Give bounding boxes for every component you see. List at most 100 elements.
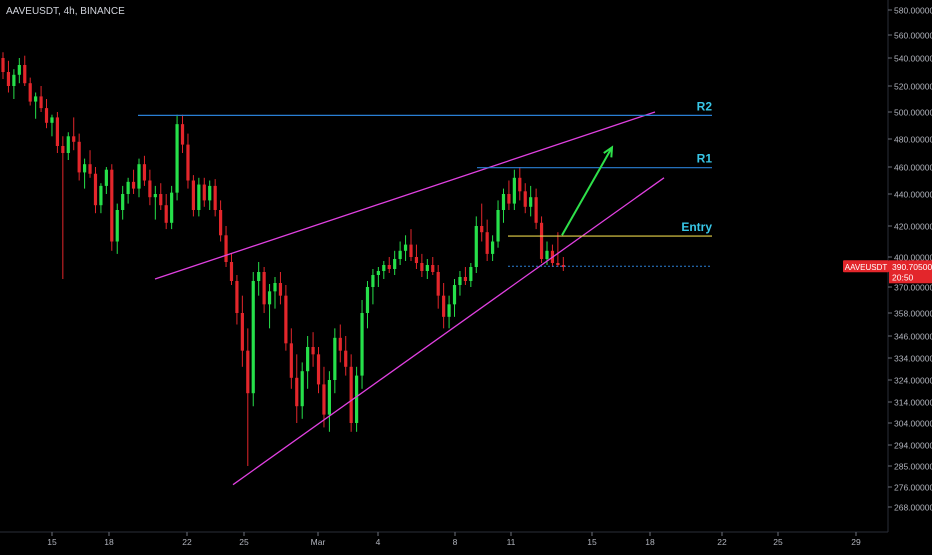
candle-body xyxy=(180,124,185,145)
candle-body xyxy=(110,169,114,242)
candle-body xyxy=(202,184,206,201)
candle-body xyxy=(186,144,190,181)
candle-body xyxy=(556,263,560,265)
candle-body xyxy=(523,191,527,207)
candle-body xyxy=(39,96,43,109)
y-tick-label: 460.00000 xyxy=(894,163,932,173)
candle-body xyxy=(12,74,16,86)
candle-body xyxy=(164,205,168,223)
candle-body xyxy=(72,136,76,142)
candle-body xyxy=(1,58,5,72)
candle-body xyxy=(414,257,419,263)
x-tick-label: Mar xyxy=(311,537,326,547)
candle-body xyxy=(99,185,103,206)
candle-body xyxy=(142,164,147,181)
y-tick-label: 440.00000 xyxy=(894,190,932,200)
y-tick-label: 285.00000 xyxy=(894,462,932,472)
y-tick-label: 580.00000 xyxy=(894,6,932,16)
y-tick-label: 314.00000 xyxy=(894,398,932,408)
candle-body xyxy=(534,197,538,223)
symbol-title: AAVEUSDT, 4h, BINANCE xyxy=(6,6,125,17)
candle-body xyxy=(213,185,217,210)
y-tick-label: 358.00000 xyxy=(894,309,932,319)
candle-body xyxy=(104,169,108,186)
candle-body xyxy=(77,141,81,173)
candle-body xyxy=(197,184,201,210)
candle-body xyxy=(273,283,277,292)
candle-body xyxy=(371,275,375,287)
projection-arrow-shaft xyxy=(561,146,613,236)
candle-body xyxy=(387,265,391,269)
candle-body xyxy=(436,272,440,296)
candle-body xyxy=(44,108,49,123)
candle-body xyxy=(458,277,462,285)
candle-body xyxy=(148,180,152,198)
candle-body xyxy=(382,265,386,271)
x-tick-label: 22 xyxy=(717,537,727,547)
candle-body xyxy=(224,235,228,262)
y-tick-label: 560.00000 xyxy=(894,31,932,41)
candle-body xyxy=(349,366,353,423)
candle-body xyxy=(360,313,364,376)
x-tick-label: 15 xyxy=(47,537,57,547)
x-tick-label: 15 xyxy=(587,537,597,547)
y-tick-label: 400.00000 xyxy=(894,253,932,263)
y-tick-label: 334.00000 xyxy=(894,354,932,364)
candle-body xyxy=(442,295,446,317)
candle-body xyxy=(322,384,326,415)
candle-body xyxy=(88,164,92,174)
x-tick-label: 8 xyxy=(453,537,458,547)
candle-body xyxy=(338,337,342,351)
candle-body xyxy=(115,210,119,242)
candle-body xyxy=(300,371,304,407)
candle-body xyxy=(355,375,359,423)
candle-body xyxy=(518,177,522,192)
candle-body xyxy=(153,194,157,198)
candle-body xyxy=(539,222,544,259)
candle-body xyxy=(529,197,533,207)
candle-body xyxy=(34,96,38,102)
candle-body xyxy=(431,265,435,272)
candle-body xyxy=(159,194,163,206)
candle-body xyxy=(316,354,321,385)
candle-body xyxy=(208,185,212,201)
y-tick-label: 370.00000 xyxy=(894,283,932,293)
candle-body xyxy=(327,380,331,415)
candle-body xyxy=(344,350,348,367)
candle-body xyxy=(251,281,255,394)
candle-body xyxy=(496,210,500,242)
candle-body xyxy=(365,287,370,313)
candle-body xyxy=(28,83,32,102)
candle-body xyxy=(257,272,261,281)
y-tick-label: 268.00000 xyxy=(894,503,932,513)
candle-body xyxy=(262,272,266,305)
last-price-label: 390.70500 xyxy=(892,262,932,272)
candle-body xyxy=(376,271,380,275)
candle-body xyxy=(311,347,315,355)
candle-body xyxy=(452,285,457,305)
candle-body xyxy=(403,244,408,251)
candle-body xyxy=(284,295,288,344)
x-tick-label: 29 xyxy=(851,537,861,547)
candle-body xyxy=(66,136,70,153)
y-tick-label: 520.00000 xyxy=(894,82,932,92)
x-tick-label: 25 xyxy=(239,537,249,547)
x-tick-label: 25 xyxy=(773,537,783,547)
last-price-box xyxy=(889,260,932,284)
level-label-r2: R2 xyxy=(697,99,713,113)
candle-body xyxy=(219,210,223,236)
candle-body xyxy=(23,65,27,84)
candle-body xyxy=(126,181,130,194)
candle-body xyxy=(393,259,397,269)
candle-body xyxy=(278,283,283,296)
candle-body xyxy=(289,343,293,378)
candle-body xyxy=(55,117,59,146)
level-label-r1: R1 xyxy=(697,152,713,166)
candle-body xyxy=(131,181,136,189)
candle-body xyxy=(267,291,272,305)
x-tick-label: 11 xyxy=(507,537,516,547)
symbol-price-tag xyxy=(843,260,889,273)
y-tick-label: 324.00000 xyxy=(894,376,932,386)
